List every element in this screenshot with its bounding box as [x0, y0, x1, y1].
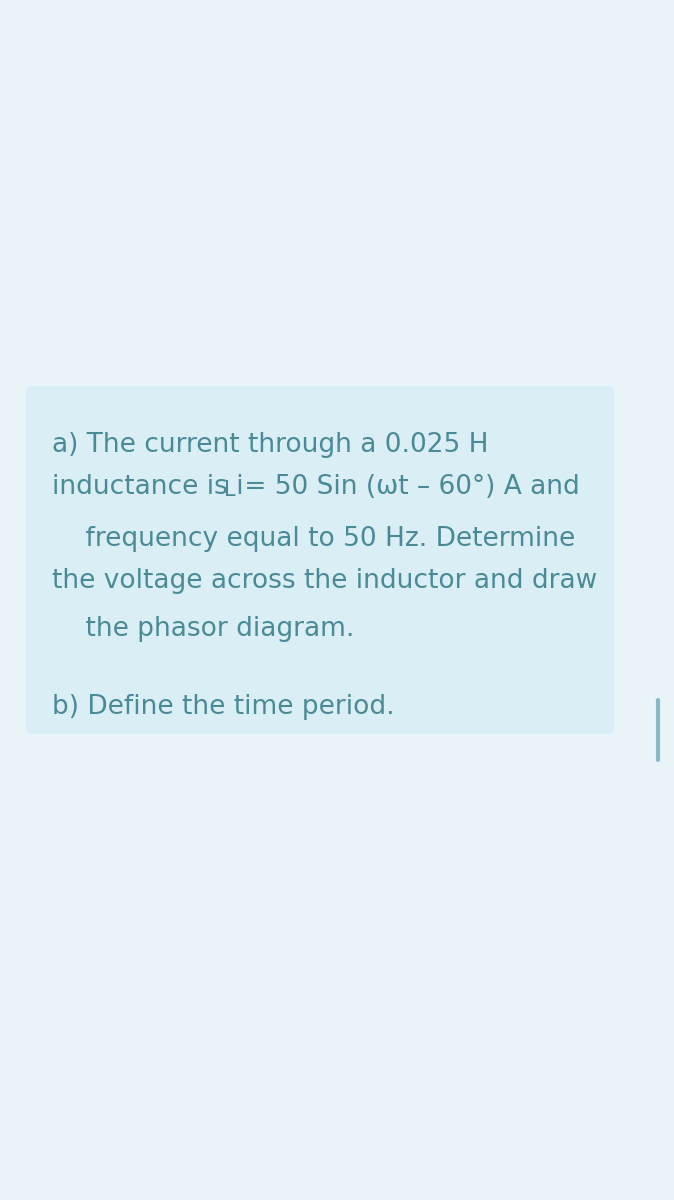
Text: the voltage across the inductor and draw: the voltage across the inductor and draw	[52, 568, 597, 594]
Text: frequency equal to 50 Hz. Determine: frequency equal to 50 Hz. Determine	[52, 526, 575, 552]
FancyBboxPatch shape	[26, 386, 614, 734]
Text: L: L	[224, 480, 235, 500]
Text: the phasor diagram.: the phasor diagram.	[52, 616, 355, 642]
Text: a) The current through a 0.025 H: a) The current through a 0.025 H	[52, 432, 489, 458]
Text: = 50 Sin (ωt – 60°) A and: = 50 Sin (ωt – 60°) A and	[236, 474, 580, 500]
Text: b) Define the time period.: b) Define the time period.	[52, 694, 394, 720]
Text: inductance is i: inductance is i	[52, 474, 243, 500]
